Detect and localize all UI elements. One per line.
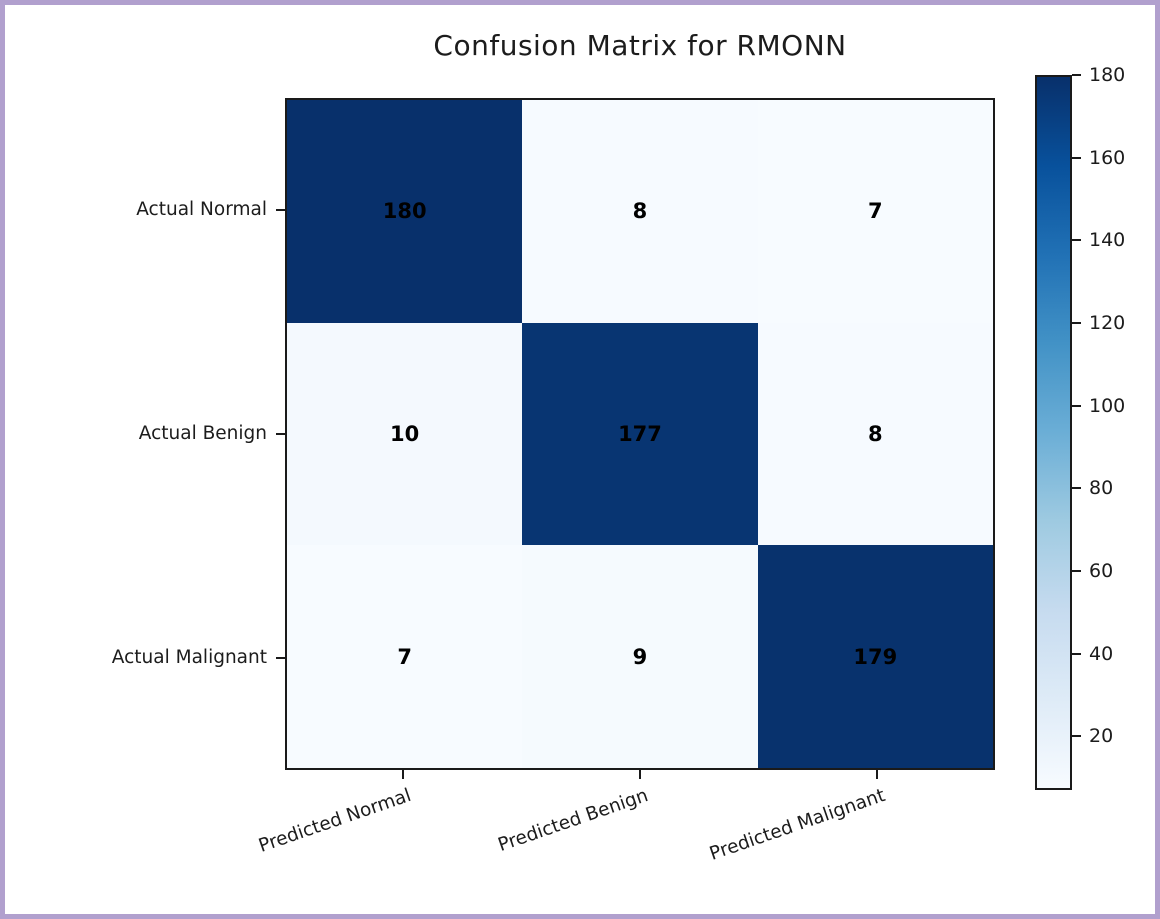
matrix-cell-r1c0: 10	[287, 322, 523, 546]
colorbar-tick	[1072, 74, 1081, 76]
colorbar-tick	[1072, 321, 1081, 324]
colorbar-tick	[1072, 652, 1081, 655]
matrix-cell-r1c1: 177	[522, 322, 758, 546]
x-axis-tick	[402, 770, 405, 779]
y-axis-tick	[276, 433, 285, 435]
colorbar-tick-label: 160	[1089, 146, 1126, 169]
y-axis-label: Actual Malignant	[111, 647, 267, 668]
chart-title: Confusion Matrix for RMONN	[433, 29, 847, 62]
colorbar-tick	[1072, 404, 1081, 407]
y-axis-tick	[276, 209, 285, 211]
y-axis-tick	[276, 657, 285, 659]
y-axis-label: Actual Normal	[136, 199, 267, 220]
colorbar-tick	[1072, 239, 1081, 242]
colorbar-tick-label: 40	[1089, 642, 1114, 665]
x-axis-tick	[875, 770, 878, 779]
matrix-grid: 180 8 7 10 177 8 7 9 179	[287, 100, 993, 768]
colorbar-tick-label: 60	[1089, 559, 1114, 582]
colorbar-tick-label: 20	[1089, 725, 1114, 748]
colorbar-tick-label: 180	[1089, 64, 1126, 86]
x-axis-label: Predicted Benign	[495, 785, 651, 857]
matrix-cell-r2c1: 9	[522, 545, 758, 768]
x-axis-label: Predicted Malignant	[706, 785, 888, 865]
heatmap-plot: 180 8 7 10 177 8 7 9 179	[285, 98, 995, 770]
colorbar-tick	[1072, 487, 1081, 490]
colorbar	[1035, 75, 1072, 790]
colorbar-tick	[1072, 569, 1081, 572]
colorbar-tick-label: 120	[1089, 311, 1126, 334]
matrix-cell-r1c2: 8	[757, 322, 993, 546]
matrix-cell-r0c2: 7	[757, 100, 993, 323]
matrix-cell-r2c0: 7	[287, 545, 523, 768]
colorbar-tick-label: 80	[1089, 477, 1114, 500]
matrix-cell-r0c0: 180	[287, 100, 523, 323]
colorbar-tick-label: 100	[1089, 394, 1126, 417]
colorbar-tick	[1072, 156, 1081, 159]
y-axis-label: Actual Benign	[138, 423, 267, 444]
x-axis-label: Predicted Normal	[256, 785, 415, 857]
colorbar-tick-label: 140	[1089, 229, 1126, 252]
x-axis-tick	[639, 770, 641, 779]
matrix-cell-r2c2: 179	[757, 545, 993, 768]
matrix-cell-r0c1: 8	[522, 100, 758, 323]
colorbar-tick	[1072, 735, 1081, 738]
